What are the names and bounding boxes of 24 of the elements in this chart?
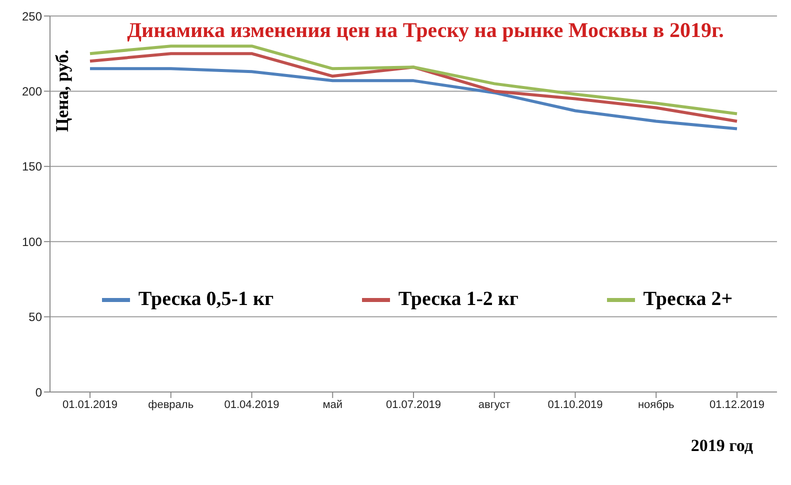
- x-tick-label: 01.07.2019: [386, 398, 442, 411]
- x-tick-label: ноябрь: [638, 398, 675, 411]
- x-tick-label: август: [478, 398, 510, 411]
- line-series: [88, 44, 738, 116]
- y-axis-title: Цена, руб.: [52, 50, 73, 132]
- y-tick-label: 200: [22, 84, 42, 98]
- legend-label: Треска 1-2 кг: [398, 288, 519, 311]
- x-tick-label: 01.01.2019: [62, 398, 118, 411]
- y-tick-label: 250: [22, 9, 42, 24]
- line-series: [88, 52, 738, 123]
- y-tick-label: 0: [35, 385, 42, 400]
- y-tick-label: 50: [28, 310, 42, 324]
- legend-label: Треска 2+: [643, 288, 733, 311]
- x-tick-label: 01.04.2019: [224, 398, 280, 411]
- chart-title: Динамика изменения цен на Треску на рынке Москвы в 2019г.: [126, 18, 725, 43]
- legend-label: Треска 0,5-1 кг: [138, 288, 274, 311]
- x-axis-title: 2019 год: [690, 436, 753, 456]
- line-series: [88, 67, 738, 130]
- x-tick-label: февраль: [148, 398, 194, 411]
- x-tick-label: май: [322, 398, 343, 411]
- y-tick-label: 100: [22, 234, 42, 249]
- x-tick-label: 01.10.2019: [548, 398, 603, 411]
- x-tick-label: 01.12.2019: [709, 398, 765, 411]
- y-tick-label: 150: [22, 160, 42, 174]
